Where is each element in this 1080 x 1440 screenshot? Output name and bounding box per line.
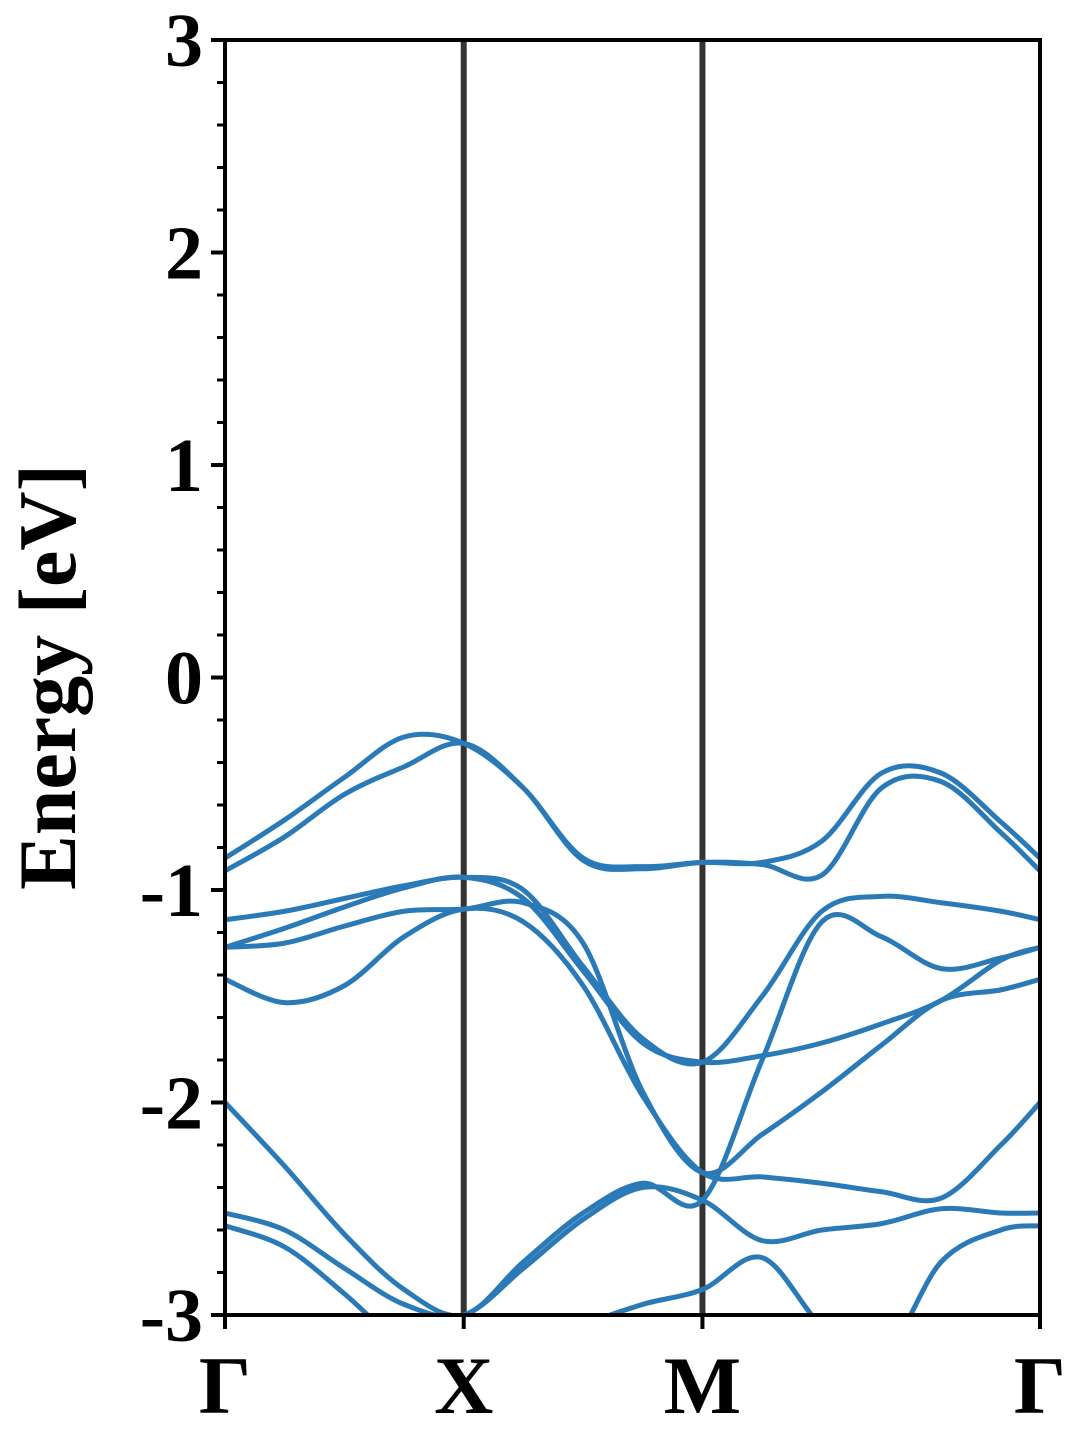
band-line xyxy=(225,1184,1040,1315)
y-tick-label: 1 xyxy=(165,424,203,508)
x-tick-label: M xyxy=(664,1340,741,1431)
y-axis-label: Energy [eV] xyxy=(2,464,93,890)
y-tick-label: 3 xyxy=(165,0,203,83)
band-line xyxy=(225,905,1040,1204)
y-tick-label: -2 xyxy=(140,1062,203,1146)
band-line xyxy=(225,740,1040,882)
x-tick-label: Γ xyxy=(1014,1340,1066,1431)
band-line xyxy=(225,912,1040,1315)
band-line xyxy=(225,874,1040,1066)
x-tick-label: X xyxy=(434,1340,493,1431)
y-tick-label: -3 xyxy=(140,1274,203,1358)
band-line xyxy=(225,1223,1040,1315)
y-tick-label: 2 xyxy=(165,212,203,296)
x-tick-label: Γ xyxy=(199,1340,251,1431)
band-line xyxy=(225,731,1040,870)
band-line xyxy=(225,898,1040,1177)
y-tick-label: -1 xyxy=(140,849,203,933)
axes-frame xyxy=(223,38,1042,1317)
plot-area xyxy=(225,40,1040,1315)
y-tick-label: 0 xyxy=(165,637,203,721)
band-line xyxy=(225,874,1040,1067)
